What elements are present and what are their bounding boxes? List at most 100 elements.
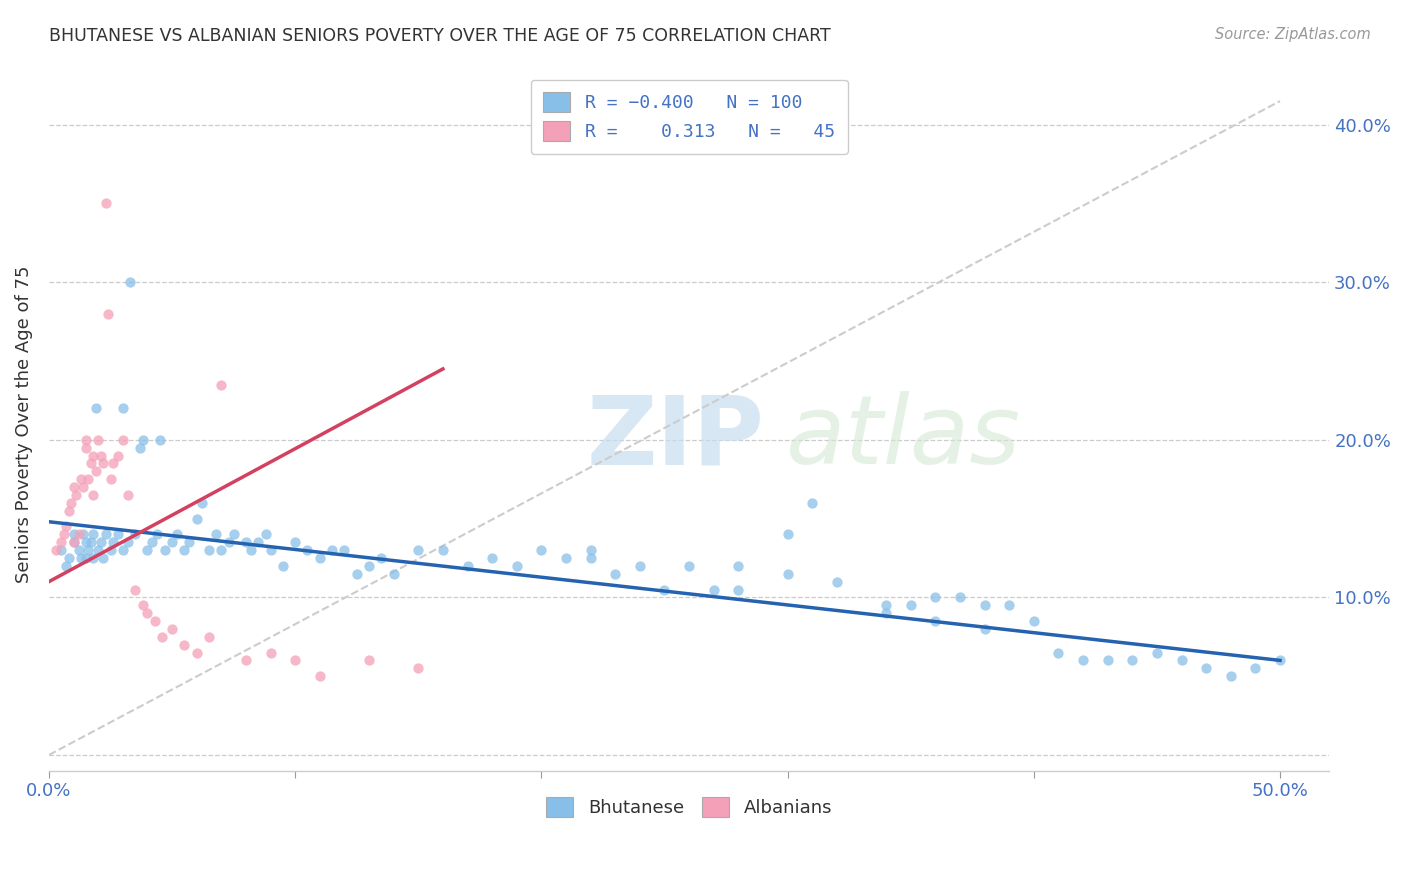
- Point: [346, 566, 368, 581]
- Point: [284, 535, 307, 549]
- Point: [605, 566, 627, 581]
- Point: [1170, 653, 1192, 667]
- Point: [579, 543, 602, 558]
- Text: atlas: atlas: [785, 392, 1021, 484]
- Point: [97, 307, 120, 321]
- Point: [62, 480, 84, 494]
- Point: [101, 535, 124, 549]
- Point: [143, 614, 166, 628]
- Point: [875, 599, 897, 613]
- Point: [801, 496, 824, 510]
- Point: [131, 433, 153, 447]
- Point: [77, 543, 100, 558]
- Point: [1047, 646, 1070, 660]
- Point: [160, 535, 183, 549]
- Point: [776, 566, 799, 581]
- Point: [678, 558, 700, 573]
- Point: [973, 599, 995, 613]
- Point: [62, 535, 84, 549]
- Point: [67, 527, 90, 541]
- Point: [1022, 614, 1045, 628]
- Point: [308, 669, 330, 683]
- Point: [70, 551, 93, 566]
- Point: [124, 582, 146, 597]
- Point: [198, 630, 221, 644]
- Point: [308, 551, 330, 566]
- Point: [72, 527, 94, 541]
- Point: [80, 457, 103, 471]
- Point: [91, 457, 114, 471]
- Point: [432, 543, 454, 558]
- Point: [239, 543, 262, 558]
- Point: [94, 196, 117, 211]
- Point: [198, 543, 221, 558]
- Point: [357, 653, 380, 667]
- Point: [271, 558, 294, 573]
- Point: [52, 527, 75, 541]
- Point: [72, 480, 94, 494]
- Point: [90, 535, 112, 549]
- Point: [82, 449, 104, 463]
- Point: [129, 441, 152, 455]
- Point: [160, 622, 183, 636]
- Point: [259, 543, 281, 558]
- Y-axis label: Seniors Poverty Over the Age of 75: Seniors Poverty Over the Age of 75: [15, 265, 32, 582]
- Point: [776, 527, 799, 541]
- Text: ZIP: ZIP: [586, 392, 765, 484]
- Point: [120, 275, 142, 289]
- Point: [136, 543, 159, 558]
- Point: [101, 457, 124, 471]
- Point: [555, 551, 578, 566]
- Point: [100, 543, 122, 558]
- Point: [90, 449, 112, 463]
- Point: [222, 527, 245, 541]
- Point: [247, 535, 270, 549]
- Point: [45, 543, 67, 558]
- Point: [235, 535, 257, 549]
- Point: [333, 543, 356, 558]
- Point: [141, 535, 163, 549]
- Point: [703, 582, 725, 597]
- Point: [382, 566, 405, 581]
- Point: [82, 551, 104, 566]
- Point: [58, 551, 80, 566]
- Point: [150, 630, 173, 644]
- Point: [205, 527, 228, 541]
- Point: [94, 527, 117, 541]
- Point: [628, 558, 651, 573]
- Point: [408, 543, 430, 558]
- Point: [998, 599, 1021, 613]
- Point: [124, 527, 146, 541]
- Point: [70, 472, 93, 486]
- Point: [136, 606, 159, 620]
- Point: [1071, 653, 1094, 667]
- Point: [654, 582, 676, 597]
- Point: [900, 599, 922, 613]
- Point: [62, 535, 84, 549]
- Point: [254, 527, 277, 541]
- Point: [107, 449, 129, 463]
- Point: [190, 496, 212, 510]
- Point: [1146, 646, 1168, 660]
- Point: [357, 558, 380, 573]
- Point: [55, 519, 77, 533]
- Point: [82, 527, 104, 541]
- Point: [727, 558, 749, 573]
- Point: [173, 543, 195, 558]
- Point: [530, 543, 553, 558]
- Point: [506, 558, 529, 573]
- Point: [55, 558, 77, 573]
- Point: [51, 535, 73, 549]
- Point: [209, 377, 232, 392]
- Point: [82, 488, 104, 502]
- Legend: Bhutanese, Albanians: Bhutanese, Albanians: [538, 789, 839, 824]
- Point: [1121, 653, 1143, 667]
- Point: [727, 582, 749, 597]
- Point: [58, 504, 80, 518]
- Point: [1097, 653, 1119, 667]
- Point: [84, 401, 107, 416]
- Point: [875, 606, 897, 620]
- Point: [149, 433, 172, 447]
- Point: [1195, 661, 1218, 675]
- Point: [75, 441, 97, 455]
